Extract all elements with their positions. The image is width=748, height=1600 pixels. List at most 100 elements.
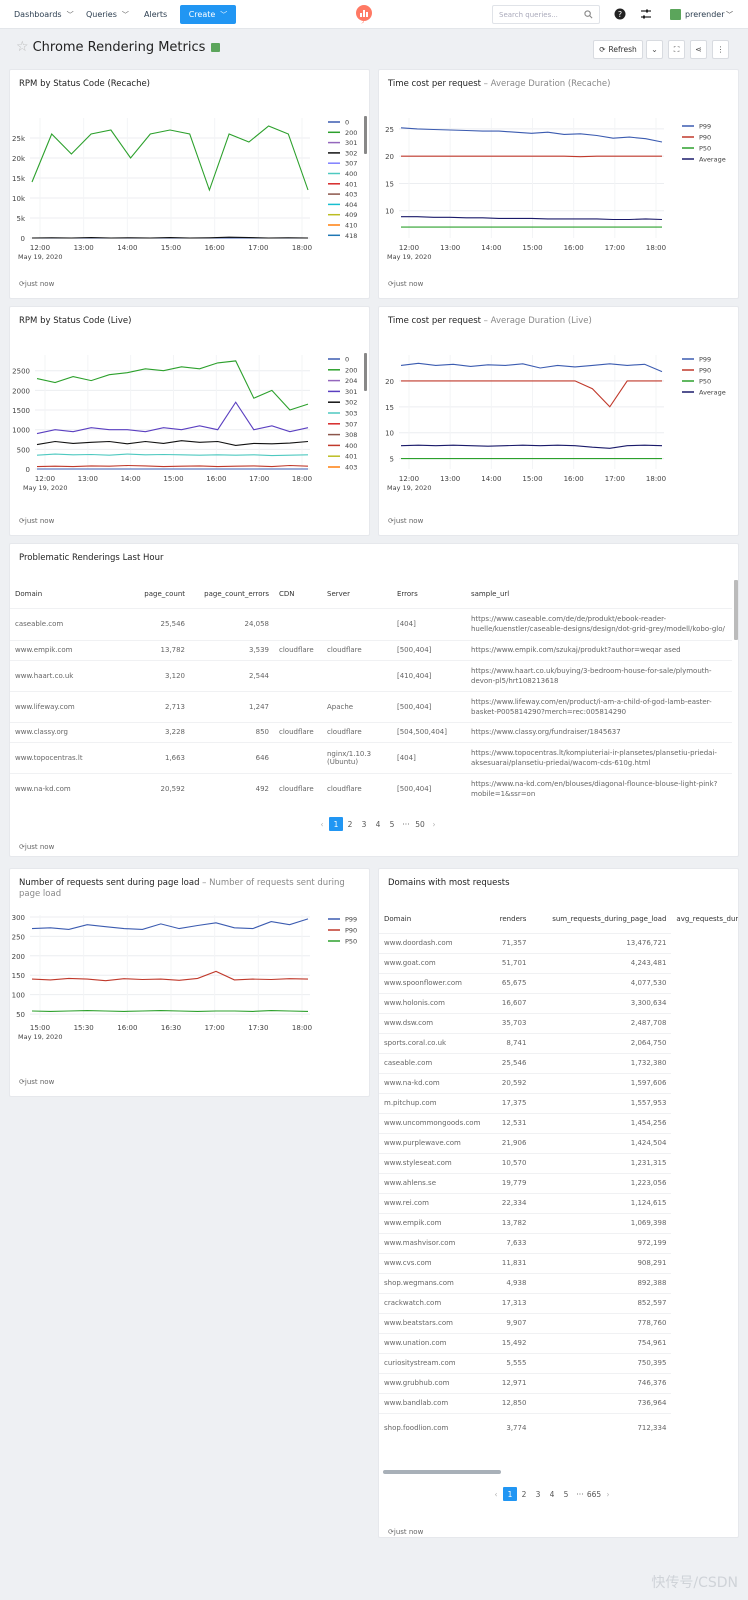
column-header[interactable]: Domain	[384, 914, 412, 923]
vertical-scrollbar[interactable]	[734, 580, 738, 640]
legend-label[interactable]: P50	[345, 938, 357, 946]
series-line[interactable]	[36, 453, 309, 457]
column-header[interactable]: Server	[327, 589, 350, 598]
nav-alerts[interactable]: Alerts	[144, 10, 167, 19]
table-row[interactable]: www.goat.com 51,701 4,243,481	[379, 952, 738, 973]
page-number[interactable]: 2	[347, 819, 353, 829]
table-row[interactable]: www.cvs.com 11,831 908,291	[379, 1252, 738, 1273]
legend-label[interactable]: P99	[699, 123, 711, 131]
redash-logo-icon[interactable]	[354, 4, 374, 24]
table-row[interactable]: www.holonis.com 16,607 3,300,634	[379, 992, 738, 1013]
series-line[interactable]	[400, 362, 663, 373]
chart-time-recache[interactable]: 10 15 20 25 12:00 13:00 14:00 15:00 16:00 17:00 18…	[379, 70, 740, 270]
chevron-down-icon[interactable]: ﹀	[726, 11, 733, 19]
table-row[interactable]: www.empik.com 13,782 1,069,398	[379, 1212, 738, 1233]
share-button[interactable]: ⋖	[690, 40, 707, 59]
prev-page-icon[interactable]: ‹	[320, 819, 324, 829]
series-line[interactable]	[31, 236, 309, 239]
prev-page-icon[interactable]: ‹	[494, 1489, 498, 1499]
series-line[interactable]	[36, 360, 309, 411]
table-row[interactable]: curiositystream.com 5,555 750,395	[379, 1352, 738, 1373]
legend-label[interactable]: 400	[345, 170, 357, 178]
legend-label[interactable]: P90	[699, 367, 711, 375]
table-row[interactable]: www.haart.co.uk 3,120 2,544 [410,404] https:…	[10, 659, 732, 691]
legend-label[interactable]: Average	[699, 389, 726, 397]
legend-label[interactable]: P90	[345, 927, 357, 935]
avatar[interactable]	[670, 9, 681, 20]
page-number[interactable]: ···	[402, 819, 410, 829]
legend-label[interactable]: P99	[345, 916, 357, 924]
legend-label[interactable]: 401	[345, 180, 357, 188]
legend-label[interactable]: P50	[699, 378, 711, 386]
legend-label[interactable]: P99	[699, 356, 711, 364]
series-line[interactable]	[31, 125, 309, 192]
page-number[interactable]: 4	[375, 819, 381, 829]
page-number[interactable]: 5	[389, 819, 395, 829]
series-line[interactable]	[36, 464, 309, 468]
column-header[interactable]: Domain	[15, 589, 43, 598]
column-header[interactable]: CDN	[279, 589, 295, 598]
series-line[interactable]	[401, 216, 663, 221]
table-row[interactable]: www.mashvisor.com 7,633 972,199	[379, 1232, 738, 1253]
table-row[interactable]: www.classy.org 3,228 850 cloudflare cloudfla…	[10, 721, 732, 742]
series-line[interactable]	[400, 444, 663, 449]
table-row[interactable]: www.styleseat.com 10,570 1,231,315	[379, 1152, 738, 1173]
legend-scrollbar[interactable]	[364, 353, 367, 391]
table-row[interactable]: www.ahlens.se 19,779 1,223,056	[379, 1172, 738, 1193]
legend-label[interactable]: 0	[345, 119, 349, 127]
series-line[interactable]	[36, 440, 309, 446]
series-line[interactable]	[36, 401, 309, 435]
table-row[interactable]: www.rei.com 22,334 1,124,615	[379, 1192, 738, 1213]
table-row[interactable]: crackwatch.com 17,313 852,597	[379, 1292, 738, 1313]
legend-label[interactable]: 307	[345, 160, 357, 168]
table-row[interactable]: www.uncommongoods.com 12,531 1,454,256	[379, 1112, 738, 1133]
page-number[interactable]: 5	[563, 1489, 569, 1499]
column-header[interactable]: page_count_errors	[204, 589, 269, 598]
table-row[interactable]: www.na-kd.com 20,592 492 cloudflare cloudfla…	[10, 772, 732, 804]
refresh-button[interactable]: ⟳ Refresh	[593, 40, 643, 59]
next-page-icon[interactable]: ›	[432, 819, 436, 829]
settings-sliders-icon[interactable]	[640, 8, 652, 20]
column-header[interactable]: Errors	[397, 589, 418, 598]
column-header[interactable]: sum_requests_during_page_load	[552, 914, 667, 923]
table-row[interactable]: shop.wegmans.com 4,938 892,388	[379, 1272, 738, 1293]
legend-label[interactable]: 204	[345, 377, 357, 385]
table-row[interactable]: caseable.com 25,546 24,058 [404] https://www…	[10, 607, 732, 640]
table-row[interactable]: www.spoonflower.com 65,675 4,077,530	[379, 972, 738, 993]
chart-rpm-recache[interactable]: 0 5k 10k 15k 20k 25k 12:00 13:00 14:00 15:00 16:00…	[10, 70, 371, 270]
legend-label[interactable]: 302	[345, 149, 357, 157]
legend-label[interactable]: 403	[345, 464, 357, 472]
table-row[interactable]: www.na-kd.com 20,592 1,597,606	[379, 1072, 738, 1093]
nav-dashboards[interactable]: Dashboards ﹀	[14, 10, 74, 20]
column-header[interactable]: sample_url	[471, 589, 510, 598]
legend-label[interactable]: 0	[345, 356, 349, 364]
table-row[interactable]: shop.foodlion.com 3,774 712,334	[379, 1412, 738, 1443]
table-row[interactable]: www.purplewave.com 21,906 1,424,504	[379, 1132, 738, 1153]
legend-label[interactable]: 301	[345, 139, 357, 147]
legend-label[interactable]: 418	[345, 232, 357, 240]
legend-label[interactable]: 400	[345, 442, 357, 450]
fullscreen-button[interactable]: ⛶	[668, 40, 685, 59]
table-row[interactable]: www.bandlab.com 12,850 736,964	[379, 1392, 738, 1413]
star-icon[interactable]: ☆	[16, 39, 29, 55]
page-number[interactable]: 1	[503, 1487, 517, 1501]
legend-label[interactable]: 404	[345, 201, 357, 209]
column-header[interactable]: page_count	[144, 589, 185, 598]
legend-label[interactable]: 200	[345, 366, 357, 374]
username[interactable]: prerender	[685, 10, 725, 19]
chart-requests-page-load[interactable]: 50 100 150 200 250 300 15:00 15:30 16:00 16:30 17:…	[10, 869, 371, 1069]
legend-label[interactable]: 410	[345, 222, 357, 230]
series-line[interactable]	[31, 1010, 309, 1012]
legend-scrollbar[interactable]	[364, 116, 367, 154]
page-number[interactable]: ···	[576, 1489, 584, 1499]
legend-label[interactable]: 303	[345, 410, 357, 418]
legend-label[interactable]: 409	[345, 211, 357, 219]
table-row[interactable]: www.beatstars.com 9,907 778,760	[379, 1312, 738, 1333]
page-number[interactable]: 50	[415, 819, 425, 829]
legend-label[interactable]: 302	[345, 399, 357, 407]
table-row[interactable]: caseable.com 25,546 1,732,380	[379, 1052, 738, 1073]
series-line[interactable]	[401, 155, 662, 158]
horizontal-scrollbar[interactable]	[383, 1470, 501, 1474]
series-line[interactable]	[31, 918, 309, 930]
